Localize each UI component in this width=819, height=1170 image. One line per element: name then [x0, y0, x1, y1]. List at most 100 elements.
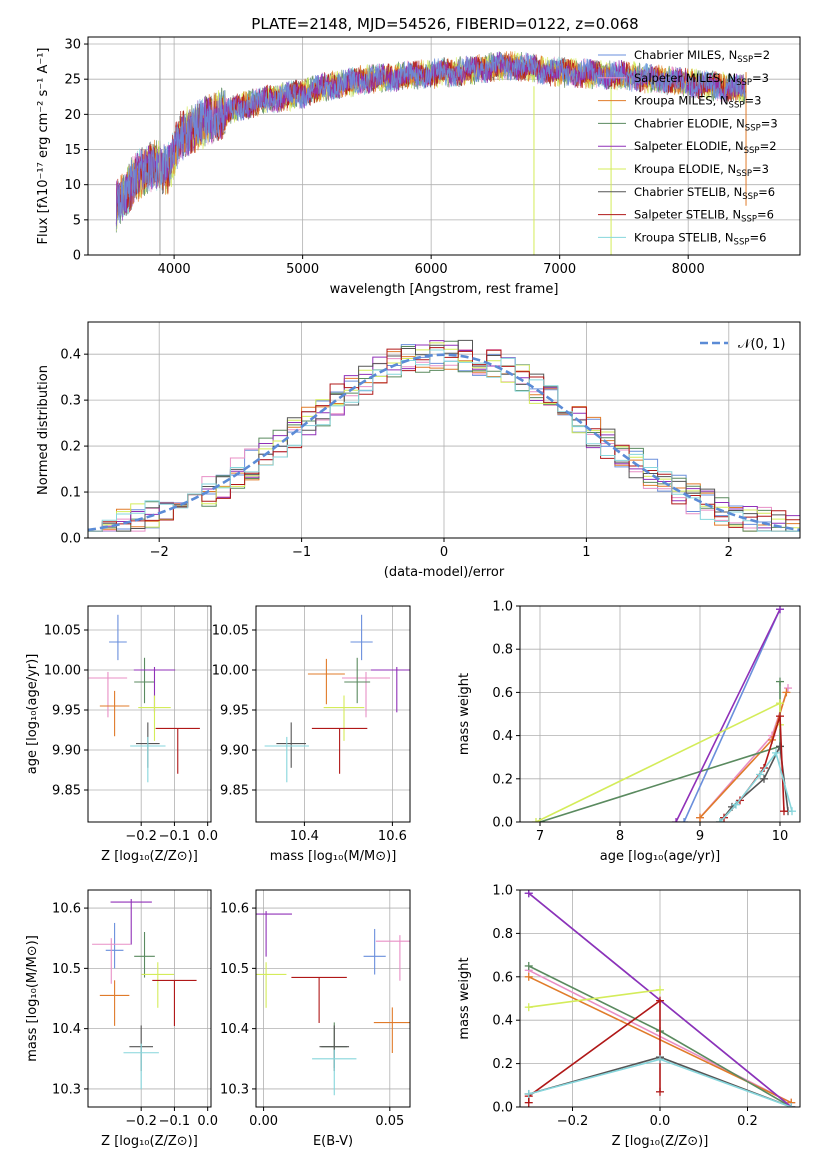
- tick-label-x: 10.4: [290, 829, 319, 844]
- tick-label-y: 9.85: [220, 784, 249, 799]
- tick-label-y: 10.3: [220, 1082, 249, 1097]
- tick-label-y: 10.00: [212, 664, 249, 679]
- axes-frame: [519, 605, 801, 823]
- legend-label: Kroupa MILES, NSSP=3: [634, 94, 761, 111]
- plot-area: [88, 322, 800, 538]
- tick-label-y: 0.4: [492, 729, 513, 744]
- tick-label-x: 4000: [158, 262, 191, 277]
- axis-label-x: wavelength [Angstrom, rest frame]: [330, 282, 559, 297]
- legend-label: Chabrier STELIB, NSSP=6: [634, 185, 775, 202]
- tick-label-y: 5: [73, 213, 81, 228]
- plot-area: [256, 890, 410, 1107]
- tick-label-y: 0.0: [492, 816, 513, 831]
- tick-label-x: −0.1: [159, 1114, 191, 1129]
- legend-label: Chabrier ELODIE, NSSP=3: [634, 116, 778, 133]
- mass-weight-line: [675, 608, 781, 822]
- tick-label-y: 10.4: [52, 1022, 81, 1037]
- tick-label-y: 10.4: [220, 1022, 249, 1037]
- tick-label-x: 0.2: [737, 1114, 758, 1129]
- tick-label-y: 0.4: [492, 1014, 513, 1029]
- tick-label-y: 0.1: [60, 486, 81, 501]
- tick-label-y: 9.90: [220, 744, 249, 759]
- tick-label-x: 6000: [415, 262, 448, 277]
- tick-label-x: −0.2: [125, 829, 157, 844]
- normal-curve: [88, 353, 800, 532]
- tick-label-x: 5000: [286, 262, 319, 277]
- mass-weight-line: [528, 989, 661, 1008]
- tick-label-y: 0.2: [492, 1057, 513, 1072]
- axis-label-x: age [log₁₀(age/yr)]: [600, 849, 721, 864]
- plot-area: [520, 606, 800, 822]
- panel-age-vs-z: −0.2 −0.1 0.0 9.85 9.90 9.95 10.00 10.05 Z [log₁…: [25, 605, 218, 864]
- axes-frame: [87, 605, 212, 823]
- tick-label-x: −0.1: [159, 829, 191, 844]
- tick-label-y: 0.8: [492, 927, 513, 942]
- tick-label-x: 8: [616, 829, 624, 844]
- plot-area: [88, 890, 211, 1107]
- axes-frame: [255, 889, 411, 1108]
- legend-label: Kroupa ELODIE, NSSP=3: [634, 162, 769, 179]
- tick-label-y: 9.95: [220, 704, 249, 719]
- tick-label-x: 0.0: [650, 1114, 671, 1129]
- tick-label-y: 0.0: [492, 1101, 513, 1116]
- tick-label-x: 8000: [672, 262, 705, 277]
- tick-label-x: 0.00: [249, 1114, 278, 1129]
- plot-area: [520, 890, 800, 1107]
- spectrum-line: [115, 52, 747, 230]
- tick-label-y: 10.6: [220, 902, 249, 917]
- tick-label-y: 1.0: [492, 600, 513, 615]
- tick-label-y: 10.5: [52, 962, 81, 977]
- plot-area: [88, 37, 800, 255]
- plot-area: [88, 606, 211, 822]
- tick-label-y: 30: [64, 38, 81, 53]
- axis-label-y: age [log₁₀(age/yr)]: [25, 654, 40, 775]
- tick-label-x: 10: [772, 829, 789, 844]
- legend-label: Salpeter STELIB, NSSP=6: [634, 208, 774, 225]
- tick-label-y: 10.3: [52, 1082, 81, 1097]
- axis-label-y: Flux [fλ10⁻¹⁷ erg cm⁻² s⁻¹ A⁻¹]: [36, 48, 51, 245]
- legend-label: Chabrier MILES, NSSP=2: [634, 48, 770, 65]
- tick-label-y: 0.0: [60, 532, 81, 547]
- axes-frame: [255, 605, 411, 823]
- tick-label-y: 9.90: [52, 744, 81, 759]
- axis-label-x: Z [log₁₀(Z/Z⊙)]: [101, 1134, 198, 1149]
- tick-label-y: 15: [64, 143, 81, 158]
- axis-label-y: mass [log₁₀(M/M⊙)]: [25, 935, 40, 1062]
- axis-label-x: Z [log₁₀(Z/Z⊙)]: [612, 1134, 709, 1149]
- axis-label-x: Z [log₁₀(Z/Z⊙)]: [101, 849, 198, 864]
- tick-label-y: 10.05: [44, 624, 81, 639]
- tick-label-x: 2: [725, 545, 733, 560]
- legend-label: Salpeter MILES, NSSP=3: [634, 71, 769, 88]
- tick-label-x: −1: [292, 545, 311, 560]
- tick-label-x: 9: [696, 829, 704, 844]
- tick-label-y: 1.0: [492, 884, 513, 899]
- axis-label-x: E(B-V): [313, 1134, 353, 1149]
- panel-mass-vs-ebv: 0.00 0.05 10.3 10.4 10.5 10.6 E(B-V): [220, 889, 411, 1149]
- tick-label-y: 10.5: [220, 962, 249, 977]
- tick-label-y: 0.6: [492, 970, 513, 985]
- tick-label-x: −2: [150, 545, 169, 560]
- panel-mass-weight-vs-z: −0.2 0.0 0.2 0.0 0.2 0.4 0.6 0.8 1.0 Z [log₁₀(Z/Z…: [457, 884, 801, 1149]
- histogram-steps: [88, 349, 800, 532]
- axes-frame: [87, 36, 801, 256]
- tick-label-x: 0: [440, 545, 448, 560]
- panel-mass-weight-vs-age: 7 8 9 10 0.0 0.2 0.4 0.6 0.8 1.0 age [log₁₀(age/yr…: [457, 600, 801, 864]
- axis-label-y: Normed distribution: [36, 365, 51, 495]
- legend-label: Kroupa STELIB, NSSP=6: [634, 230, 766, 247]
- mass-weight-line: [683, 608, 781, 822]
- tick-label-y: 10.05: [212, 624, 249, 639]
- tick-label-y: 0.8: [492, 643, 513, 658]
- tick-label-y: 10.6: [52, 902, 81, 917]
- panel-residuals: 𝒩(0, 1) −2 −1 0 1 2 0.0 0.1 0.2 0.3 0.4 (data-model…: [36, 321, 801, 580]
- tick-label-y: 9.95: [52, 704, 81, 719]
- tick-label-x: −0.2: [557, 1114, 589, 1129]
- legend-label-normal: 𝒩(0, 1): [738, 337, 785, 352]
- panel-age-vs-mass: 10.4 10.6 9.85 9.90 9.95 10.00 10.05 mass [log₁…: [212, 605, 411, 864]
- tick-label-y: 10.00: [44, 664, 81, 679]
- legend-label: Salpeter ELODIE, NSSP=2: [634, 139, 777, 156]
- axis-label-x: mass [log₁₀(M/M⊙)]: [270, 849, 397, 864]
- axis-label-y: mass weight: [457, 673, 472, 755]
- tick-label-x: 7: [536, 829, 544, 844]
- tick-label-y: 0.2: [492, 772, 513, 787]
